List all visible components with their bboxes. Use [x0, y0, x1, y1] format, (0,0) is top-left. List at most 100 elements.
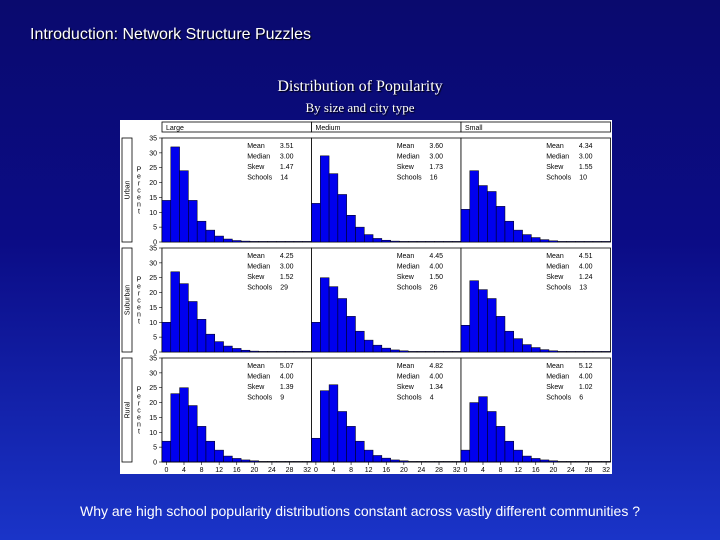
- histogram-bar: [188, 405, 198, 463]
- histogram-bar: [566, 351, 576, 353]
- histogram-bar: [346, 316, 356, 353]
- histogram-bar: [425, 351, 435, 353]
- histogram-bar: [258, 241, 268, 243]
- y-tick-label: 20: [149, 180, 157, 187]
- histogram-bar: [170, 393, 180, 463]
- stat-value-schools: 6: [579, 395, 583, 402]
- histogram-bar: [487, 298, 497, 353]
- y-tick-label: 10: [149, 320, 157, 327]
- histogram-bar: [320, 277, 330, 353]
- stat-label-skew: Skew: [397, 164, 415, 171]
- stat-label-median: Median: [397, 374, 420, 381]
- x-tick-label: 20: [400, 467, 408, 474]
- stat-value-mean: 5.12: [579, 363, 593, 370]
- stat-value-median: 4.00: [429, 374, 443, 381]
- histogram-bar: [495, 426, 506, 463]
- histogram-bar: [425, 241, 435, 243]
- column-header-large: [161, 121, 312, 133]
- slide-title: Introduction: Network Structure Puzzles: [30, 26, 312, 43]
- stat-label-schools: Schools: [397, 175, 422, 182]
- histogram-bar: [205, 229, 216, 243]
- y-axis-label-letter: e: [137, 284, 141, 291]
- histogram-bar: [223, 238, 233, 243]
- stat-label-mean: Mean: [247, 253, 265, 260]
- histogram-bar: [399, 241, 409, 243]
- stat-label-mean: Mean: [546, 143, 564, 150]
- x-tick-label: 28: [435, 467, 443, 474]
- stat-label-skew: Skew: [247, 274, 265, 281]
- histogram-bar: [364, 339, 374, 353]
- y-axis-label-letter: e: [137, 305, 141, 312]
- y-tick-label: 0: [153, 460, 157, 467]
- stat-value-mean: 5.07: [280, 363, 294, 370]
- histogram-bar: [284, 351, 295, 353]
- row-header-label-suburban: Suburban: [125, 285, 132, 315]
- histogram-bar: [539, 349, 550, 353]
- y-axis-label-letter: e: [137, 394, 141, 401]
- stat-label-skew: Skew: [397, 274, 415, 281]
- y-tick-label: 10: [149, 210, 157, 217]
- x-tick-label: 28: [585, 467, 593, 474]
- stat-value-skew: 1.73: [429, 164, 443, 171]
- histogram-bar: [196, 220, 207, 243]
- y-tick-label: 0: [153, 350, 157, 357]
- histogram-bar: [478, 396, 488, 463]
- y-axis-label-letter: t: [138, 319, 140, 326]
- histogram-bar: [575, 351, 585, 353]
- stat-value-mean: 4.25: [280, 253, 294, 260]
- x-tick-label: 20: [250, 467, 258, 474]
- stat-value-skew: 1.02: [579, 384, 593, 391]
- histogram-bar: [416, 241, 427, 243]
- histogram-bar: [416, 351, 427, 353]
- stat-label-median: Median: [247, 264, 270, 271]
- y-axis-label-letter: P: [137, 387, 142, 394]
- y-tick-label: 15: [149, 195, 157, 202]
- y-tick-label: 30: [149, 260, 157, 267]
- row-header-suburban: [121, 247, 133, 353]
- histogram-bar: [372, 238, 383, 243]
- x-tick-label: 32: [303, 467, 311, 474]
- stat-value-median: 4.00: [429, 264, 443, 271]
- histogram-bar: [232, 240, 242, 243]
- stat-label-schools: Schools: [397, 285, 422, 292]
- stat-label-mean: Mean: [546, 363, 564, 370]
- stat-label-schools: Schools: [247, 395, 272, 402]
- histogram-bar: [276, 351, 286, 353]
- histogram-bar: [267, 351, 277, 353]
- histogram-bar: [513, 449, 523, 463]
- histogram-bar: [460, 325, 471, 353]
- histogram-bar: [478, 185, 488, 243]
- stat-value-mean: 4.45: [429, 253, 443, 260]
- histogram-bar: [504, 440, 515, 463]
- stat-label-schools: Schools: [546, 285, 571, 292]
- y-tick-label: 35: [149, 356, 157, 363]
- y-axis-label-letter: n: [137, 202, 141, 209]
- x-tick-label: 32: [453, 467, 461, 474]
- x-tick-label: 4: [481, 467, 485, 474]
- histogram-bar: [232, 348, 242, 353]
- y-tick-label: 35: [149, 246, 157, 253]
- histogram-bar: [522, 234, 532, 243]
- histogram-bar: [293, 241, 303, 243]
- stat-value-skew: 1.24: [579, 274, 593, 281]
- stat-label-mean: Mean: [247, 363, 265, 370]
- stat-value-mean: 4.82: [429, 363, 443, 370]
- y-tick-label: 30: [149, 150, 157, 157]
- histogram-bar: [328, 173, 339, 243]
- chart-subtitle: By size and city type: [305, 100, 415, 115]
- histogram-bar: [196, 319, 207, 353]
- histogram-bar: [179, 387, 189, 463]
- histogram-bar: [513, 229, 523, 243]
- x-tick-label: 24: [418, 467, 426, 474]
- histogram-bar: [320, 390, 330, 463]
- histogram-bar: [205, 333, 216, 353]
- x-tick-label: 0: [164, 467, 168, 474]
- x-tick-label: 24: [268, 467, 276, 474]
- histogram-bar: [320, 155, 330, 243]
- histogram-bar: [372, 455, 383, 463]
- histogram-bar: [161, 440, 172, 463]
- histogram-bar: [214, 341, 224, 353]
- histogram-bar: [302, 241, 312, 243]
- row-header-urban: [121, 137, 133, 243]
